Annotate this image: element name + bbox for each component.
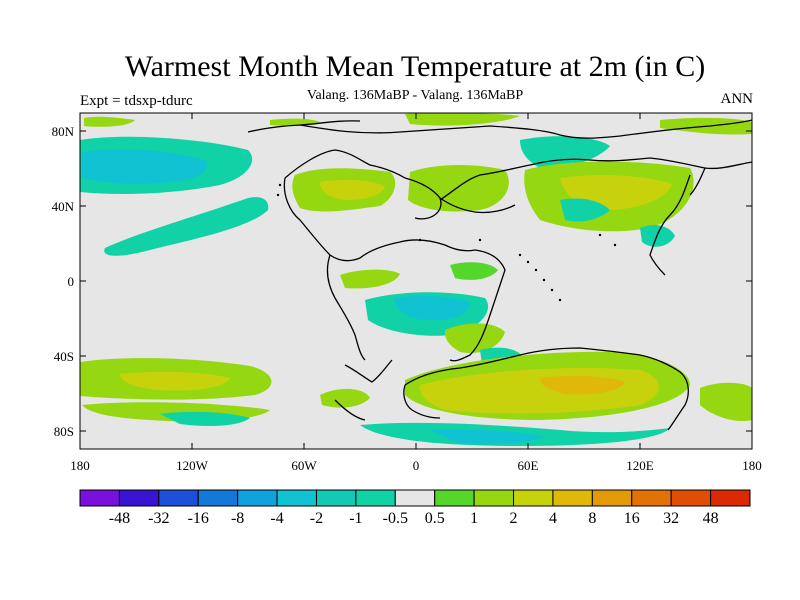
colorbar-label: -1	[349, 510, 362, 527]
colorbar-swatch	[552, 489, 593, 507]
lat-label: 0	[68, 274, 75, 289]
colorbar-swatch	[473, 489, 515, 507]
south-pacific-warmer	[120, 371, 230, 391]
colorbar: -48 -32 -16 -8 -4 -2 -1 -0.5 0.5 1 2 4 8 16 32 48	[79, 489, 751, 527]
lon-label: 120E	[626, 458, 654, 473]
colorbar-swatch	[355, 489, 396, 507]
colorbar-label: -4	[270, 510, 283, 527]
colorbar-label: -16	[188, 510, 209, 527]
lon-label: 180	[742, 458, 762, 473]
colorbar-label: 1	[470, 510, 478, 527]
south-atlantic-warm	[444, 323, 505, 354]
season-label: ANN	[720, 91, 754, 107]
longitude-axis: 180 120W 60W 0 60E 120E 180	[70, 113, 762, 473]
lon-label: 120W	[176, 458, 209, 473]
colorbar-label: 2	[510, 510, 518, 527]
colorbar-label: 4	[549, 510, 557, 527]
colorbar-swatch	[158, 489, 199, 507]
colorbar-swatch	[513, 489, 554, 507]
map-panel	[79, 112, 753, 450]
coastline-east-asia	[649, 167, 706, 276]
arctic-warm-strip	[84, 116, 135, 127]
southern-continent-warmest	[540, 375, 625, 395]
island-dots	[276, 183, 617, 302]
colorbar-label: -8	[231, 510, 244, 527]
lat-label: 40S	[54, 349, 74, 364]
colorbar-label: 0.5	[425, 510, 445, 527]
colorbar-label: -2	[310, 510, 323, 527]
colorbar-swatch	[631, 489, 672, 507]
colorbar-label: -48	[109, 510, 130, 527]
coastline-tropics	[326, 239, 506, 362]
coastline-south-america	[344, 359, 393, 383]
lon-label: 180	[70, 458, 90, 473]
coastline-arctic	[299, 119, 752, 139]
colorbar-swatch	[710, 489, 751, 507]
south-west-green	[320, 388, 370, 408]
colorbar-label: 8	[588, 510, 596, 527]
south-america-cooler	[395, 295, 470, 321]
lon-label: 60W	[291, 458, 317, 473]
north-america-warmer	[320, 179, 385, 200]
lat-label: 40N	[52, 199, 75, 214]
lon-label: 60E	[518, 458, 539, 473]
arctic-warm-strip-3	[405, 113, 520, 126]
experiment-label: Expt = tdsxp-tdurc	[80, 93, 193, 109]
south-east-green	[700, 382, 752, 422]
colorbar-swatch	[118, 489, 160, 507]
colorbar-label: -0.5	[383, 510, 408, 527]
lat-label: 80N	[52, 124, 75, 139]
colorbar-swatch	[237, 489, 278, 507]
map-title: Warmest Month Mean Temperature at 2m (in…	[124, 50, 706, 83]
colorbar-swatch	[315, 489, 357, 507]
south-cooler-belt	[430, 429, 545, 444]
colorbar-swatch	[197, 489, 239, 507]
colorbar-label: -32	[148, 510, 169, 527]
colorbar-swatch	[670, 489, 712, 507]
lon-label: 0	[413, 458, 420, 473]
latitude-axis: 80N 40N 0 40S 80S	[52, 124, 752, 439]
colorbar-label: 32	[663, 510, 679, 527]
tropical-warm-patch-2	[450, 262, 498, 280]
south-pacific-cool-strip	[160, 411, 250, 426]
anomaly-fields	[80, 113, 752, 446]
colorbar-label: 48	[703, 510, 719, 527]
colorbar-swatch	[276, 489, 317, 507]
colorbar-swatch	[394, 489, 436, 507]
europe-warm	[408, 165, 509, 212]
asia-cool-patch	[560, 198, 610, 222]
colorbar-label: 16	[624, 510, 640, 527]
coastlines	[247, 119, 752, 431]
coastline-southern-continent	[334, 347, 689, 431]
north-pacific-cooler-core	[82, 149, 207, 184]
colorbar-swatch	[434, 489, 475, 507]
central-pacific-cool-band	[104, 197, 269, 256]
map-subtitle: Valang. 136MaBP - Valang. 136MaBP	[306, 88, 524, 103]
colorbar-swatch	[79, 489, 120, 507]
colorbar-swatch	[591, 489, 633, 507]
lat-label: 80S	[54, 424, 74, 439]
tropical-warm-patch	[340, 269, 400, 289]
